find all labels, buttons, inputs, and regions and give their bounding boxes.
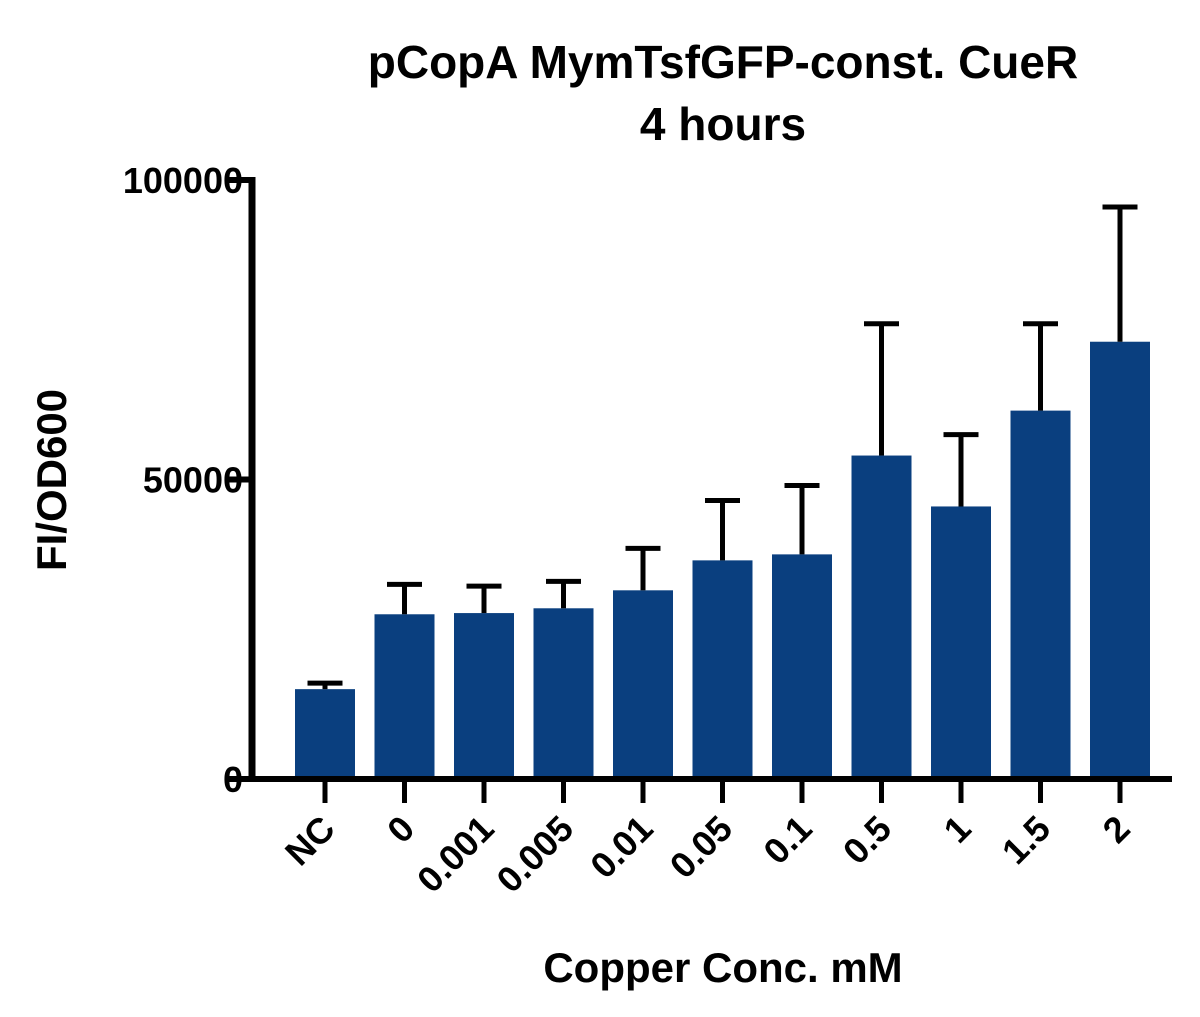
bar-0.001 xyxy=(454,613,514,779)
error-bars-layer xyxy=(307,204,1138,690)
y-tick-label: 0 xyxy=(223,759,243,800)
x-tick-label: 0.01 xyxy=(582,808,661,887)
error-bar-1 xyxy=(943,432,979,507)
x-tick-label: 0.5 xyxy=(835,808,899,872)
error-bar-0.005 xyxy=(546,578,581,609)
chart-subtitle: 4 hours xyxy=(640,98,806,150)
x-tick-label: 0 xyxy=(379,808,422,851)
x-tick-label: 0.005 xyxy=(488,808,581,901)
bar-1.5 xyxy=(1010,410,1071,779)
error-bar-0.5 xyxy=(864,321,899,456)
bar-2 xyxy=(1090,341,1150,779)
bar-0 xyxy=(374,614,435,779)
bar-0.01 xyxy=(613,590,673,779)
error-bar-0.001 xyxy=(466,583,502,614)
y-tick-label: 50000 xyxy=(143,460,243,501)
error-bar-0.01 xyxy=(625,545,661,591)
error-bar-0.1 xyxy=(784,482,820,555)
error-bar-0 xyxy=(387,581,422,615)
bars-layer xyxy=(295,341,1150,779)
error-bar-NC xyxy=(307,680,343,690)
bar-0.005 xyxy=(533,608,594,779)
x-tick-label: NC xyxy=(277,808,343,874)
x-tick-label: 0.001 xyxy=(409,808,502,901)
y-tick-label: 100000 xyxy=(123,160,243,201)
axes-layer xyxy=(225,177,1172,803)
error-bar-0.05 xyxy=(705,497,740,561)
x-axis-label: Copper Conc. mM xyxy=(543,944,902,991)
bar-1 xyxy=(931,506,991,779)
x-tick-label: 0.05 xyxy=(662,808,741,887)
x-tick-label: 1.5 xyxy=(994,808,1058,872)
x-tick-label: 1 xyxy=(936,808,979,851)
bar-0.05 xyxy=(692,560,753,779)
error-bar-2 xyxy=(1102,204,1138,342)
bar-NC xyxy=(295,689,355,779)
bar-0.1 xyxy=(772,554,832,779)
x-tick-label: 0.1 xyxy=(755,808,819,872)
x-tick-label: 2 xyxy=(1095,808,1138,851)
y-axis-label: FI/OD600 xyxy=(28,389,75,571)
chart-title: pCopA MymTsfGFP-const. CueR xyxy=(368,36,1078,88)
error-bar-1.5 xyxy=(1023,321,1058,411)
bar-0.5 xyxy=(851,455,912,779)
